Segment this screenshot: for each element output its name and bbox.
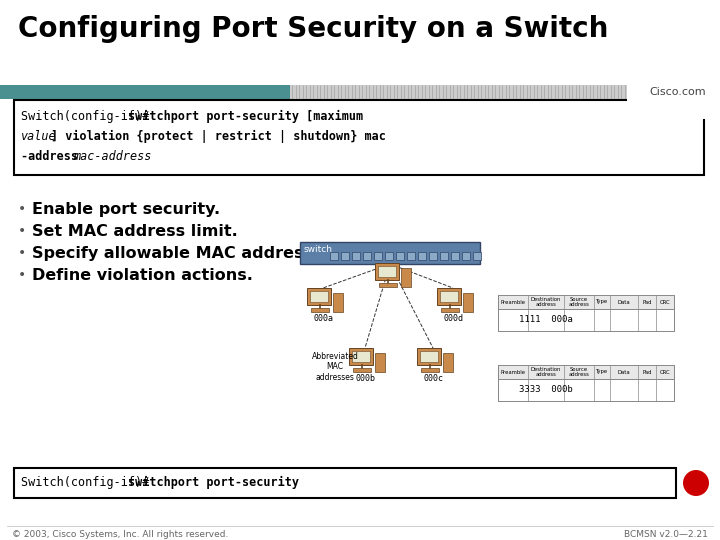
Text: 1111  000a: 1111 000a <box>519 315 573 325</box>
Text: •: • <box>18 202 26 216</box>
Text: •: • <box>18 246 26 260</box>
Text: Abbreviated
MAC
addresses: Abbreviated MAC addresses <box>312 352 359 382</box>
Text: •: • <box>18 224 26 238</box>
Bar <box>385 252 393 260</box>
Circle shape <box>683 470 709 496</box>
Bar <box>463 293 473 312</box>
Text: Preamble: Preamble <box>500 300 526 305</box>
Text: Switch(config-if)#: Switch(config-if)# <box>21 110 156 123</box>
Bar <box>378 266 396 277</box>
Bar <box>341 252 349 260</box>
Text: Specify allowable MAC addresses.: Specify allowable MAC addresses. <box>32 246 340 261</box>
Text: Set MAC address limit.: Set MAC address limit. <box>32 224 238 239</box>
Bar <box>437 288 461 305</box>
Bar <box>440 252 448 260</box>
Text: Destination
address: Destination address <box>531 367 561 377</box>
Bar <box>396 252 404 260</box>
Text: 3333  000b: 3333 000b <box>519 386 573 395</box>
Bar <box>300 242 480 264</box>
Bar <box>443 353 453 372</box>
Text: switchport port-security [maximum: switchport port-security [maximum <box>128 110 363 123</box>
Text: Cisco.com: Cisco.com <box>649 87 706 97</box>
Text: •: • <box>18 268 26 282</box>
Text: 000d: 000d <box>443 314 463 323</box>
Text: mac-address: mac-address <box>73 150 151 163</box>
Bar <box>440 291 458 302</box>
Bar <box>0 85 290 99</box>
Text: Data: Data <box>618 300 630 305</box>
Text: Source
address: Source address <box>569 367 590 377</box>
Bar <box>418 252 426 260</box>
Bar <box>363 252 371 260</box>
Bar <box>498 295 674 309</box>
Text: Data: Data <box>618 369 630 375</box>
Text: CRC: CRC <box>660 369 670 375</box>
Text: Destination
address: Destination address <box>531 296 561 307</box>
Text: 000a: 000a <box>313 314 333 323</box>
Bar <box>498 309 674 331</box>
Bar <box>473 252 481 260</box>
Bar <box>311 308 329 312</box>
Text: 000c: 000c <box>423 374 443 383</box>
Bar <box>417 348 441 365</box>
Text: © 2003, Cisco Systems, Inc. All rights reserved.: © 2003, Cisco Systems, Inc. All rights r… <box>12 530 228 539</box>
Bar <box>290 85 720 99</box>
Bar <box>14 468 676 498</box>
Text: -address: -address <box>21 150 85 163</box>
Bar <box>421 368 439 372</box>
Text: Define violation actions.: Define violation actions. <box>32 268 253 283</box>
Text: Type: Type <box>596 369 608 375</box>
Bar <box>401 268 411 287</box>
Bar <box>333 293 343 312</box>
Bar <box>407 252 415 260</box>
Bar <box>420 351 438 362</box>
Bar <box>352 351 370 362</box>
Text: ] violation {protect | restrict | shutdown} mac: ] violation {protect | restrict | shutdo… <box>51 130 386 143</box>
Bar <box>441 308 459 312</box>
Text: Type: Type <box>596 300 608 305</box>
Text: switch: switch <box>304 245 333 254</box>
Bar <box>14 100 704 175</box>
Text: Source
address: Source address <box>569 296 590 307</box>
Bar <box>349 348 373 365</box>
Text: switchport port-security: switchport port-security <box>128 476 299 489</box>
Text: BCMSN v2.0—2.21: BCMSN v2.0—2.21 <box>624 530 708 539</box>
Bar <box>498 379 674 401</box>
Bar <box>307 288 331 305</box>
Bar <box>379 283 397 287</box>
Bar <box>375 263 399 280</box>
Bar <box>330 252 338 260</box>
Bar <box>429 252 437 260</box>
Text: 000b: 000b <box>355 374 375 383</box>
Bar <box>498 365 674 379</box>
Text: Switch(config-if)#: Switch(config-if)# <box>21 476 156 489</box>
Bar <box>375 353 385 372</box>
Bar <box>310 291 328 302</box>
Text: Enable port security.: Enable port security. <box>32 202 220 217</box>
Text: Configuring Port Security on a Switch: Configuring Port Security on a Switch <box>18 15 608 43</box>
Text: CRC: CRC <box>660 300 670 305</box>
Text: Pad: Pad <box>642 300 652 305</box>
Bar <box>451 252 459 260</box>
Bar <box>462 252 470 260</box>
Bar <box>353 368 371 372</box>
Bar <box>374 252 382 260</box>
Text: value: value <box>21 130 57 143</box>
Text: Pad: Pad <box>642 369 652 375</box>
Text: Preamble: Preamble <box>500 369 526 375</box>
Bar <box>352 252 360 260</box>
